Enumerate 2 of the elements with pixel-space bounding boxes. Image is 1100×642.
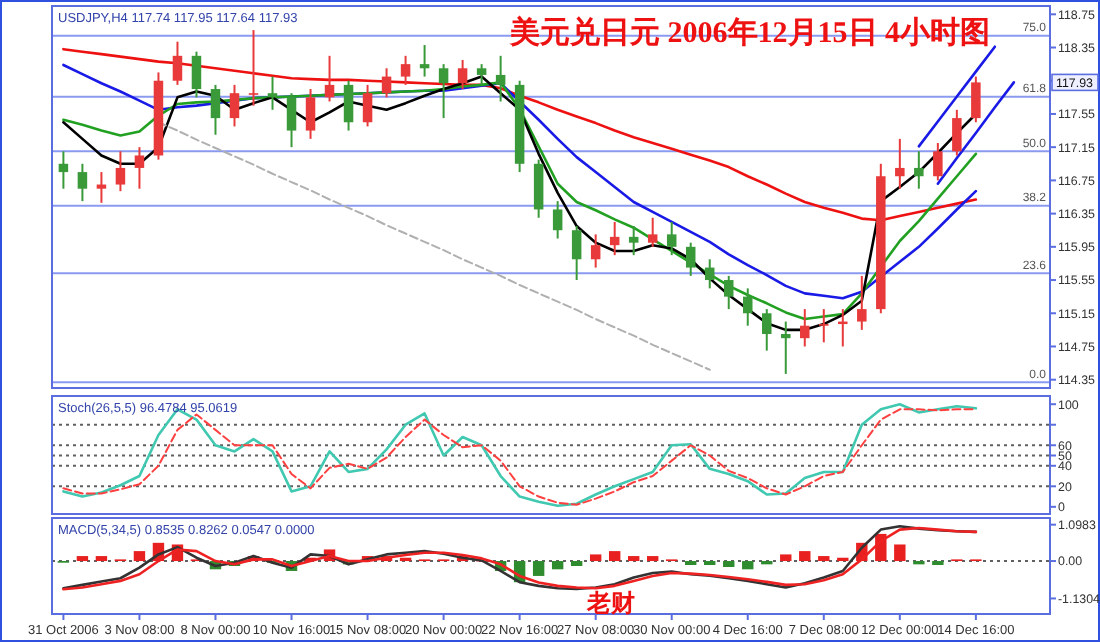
annotation: 老财 xyxy=(584,589,635,617)
chart-title: 美元兑日元 2006年12月15日 4小时图 xyxy=(508,14,990,50)
